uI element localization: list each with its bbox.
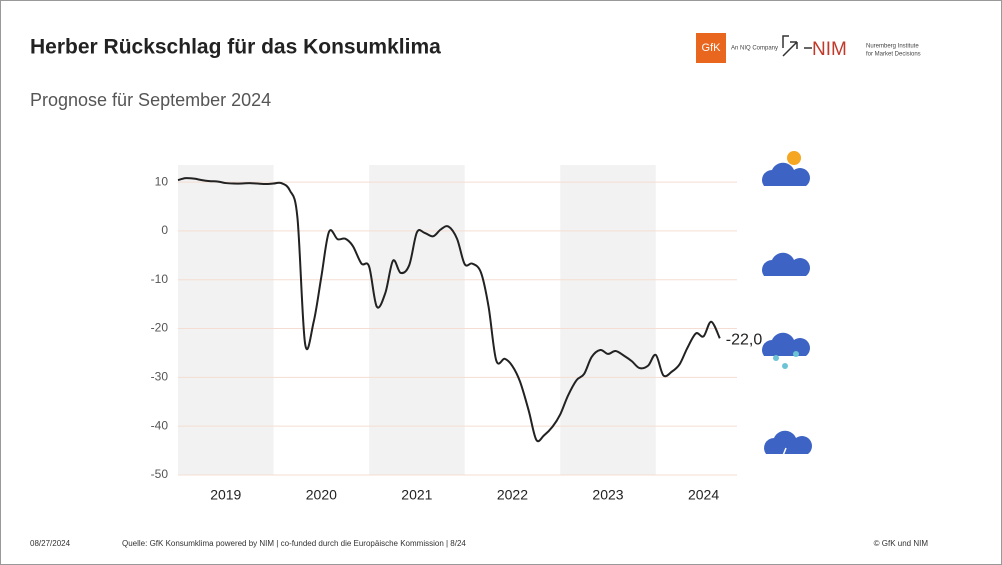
storm-cloud-icon <box>763 430 813 471</box>
x-tick-label: 2020 <box>306 487 337 503</box>
nim-sub: Nuremberg Institute <box>866 44 919 50</box>
x-tick-label: 2021 <box>401 487 432 503</box>
rain-cloud-icon <box>761 332 810 369</box>
year-band <box>369 165 465 475</box>
gfk-logo: GfK An NIQ Company <box>696 33 778 63</box>
chart-title: Herber Rückschlag für das Konsumklima <box>30 36 441 59</box>
footer-source: Quelle: GfK Konsumklima powered by NIM |… <box>122 539 466 548</box>
y-tick-label: -20 <box>151 321 169 335</box>
nim-logo: NIM Nuremberg Institute for Market Decis… <box>782 35 921 60</box>
cloud-icon <box>762 252 810 276</box>
weather-icons <box>761 151 813 471</box>
x-tick-label: 2019 <box>210 487 241 503</box>
y-tick-label: -50 <box>151 467 169 481</box>
series-line <box>177 177 721 443</box>
chart-subtitle: Prognose für September 2024 <box>30 90 271 110</box>
y-tick-label: -30 <box>151 370 169 384</box>
nim-sub: for Market Decisions <box>866 52 921 58</box>
x-tick-label: 2024 <box>688 487 719 503</box>
y-tick-label: 0 <box>161 223 168 237</box>
footer-date: 08/27/2024 <box>30 539 71 548</box>
y-tick-label: -40 <box>151 418 169 432</box>
year-band <box>178 165 274 475</box>
nim-text: NIM <box>812 39 847 60</box>
y-tick-label: 10 <box>155 174 169 188</box>
y-tick-label: -10 <box>151 272 169 286</box>
footer-copyright: © GfK und NIM <box>874 539 929 548</box>
x-tick-label: 2022 <box>497 487 528 503</box>
gfk-sub: An NIQ Company <box>731 46 778 52</box>
value-label: -22,0 <box>726 332 763 349</box>
year-band <box>560 165 656 475</box>
gfk-text: GfK <box>702 42 722 54</box>
gfk-box <box>696 33 726 63</box>
sun-cloud-icon <box>762 151 810 186</box>
nim-arrow <box>782 35 812 57</box>
x-tick-label: 2023 <box>592 487 623 503</box>
